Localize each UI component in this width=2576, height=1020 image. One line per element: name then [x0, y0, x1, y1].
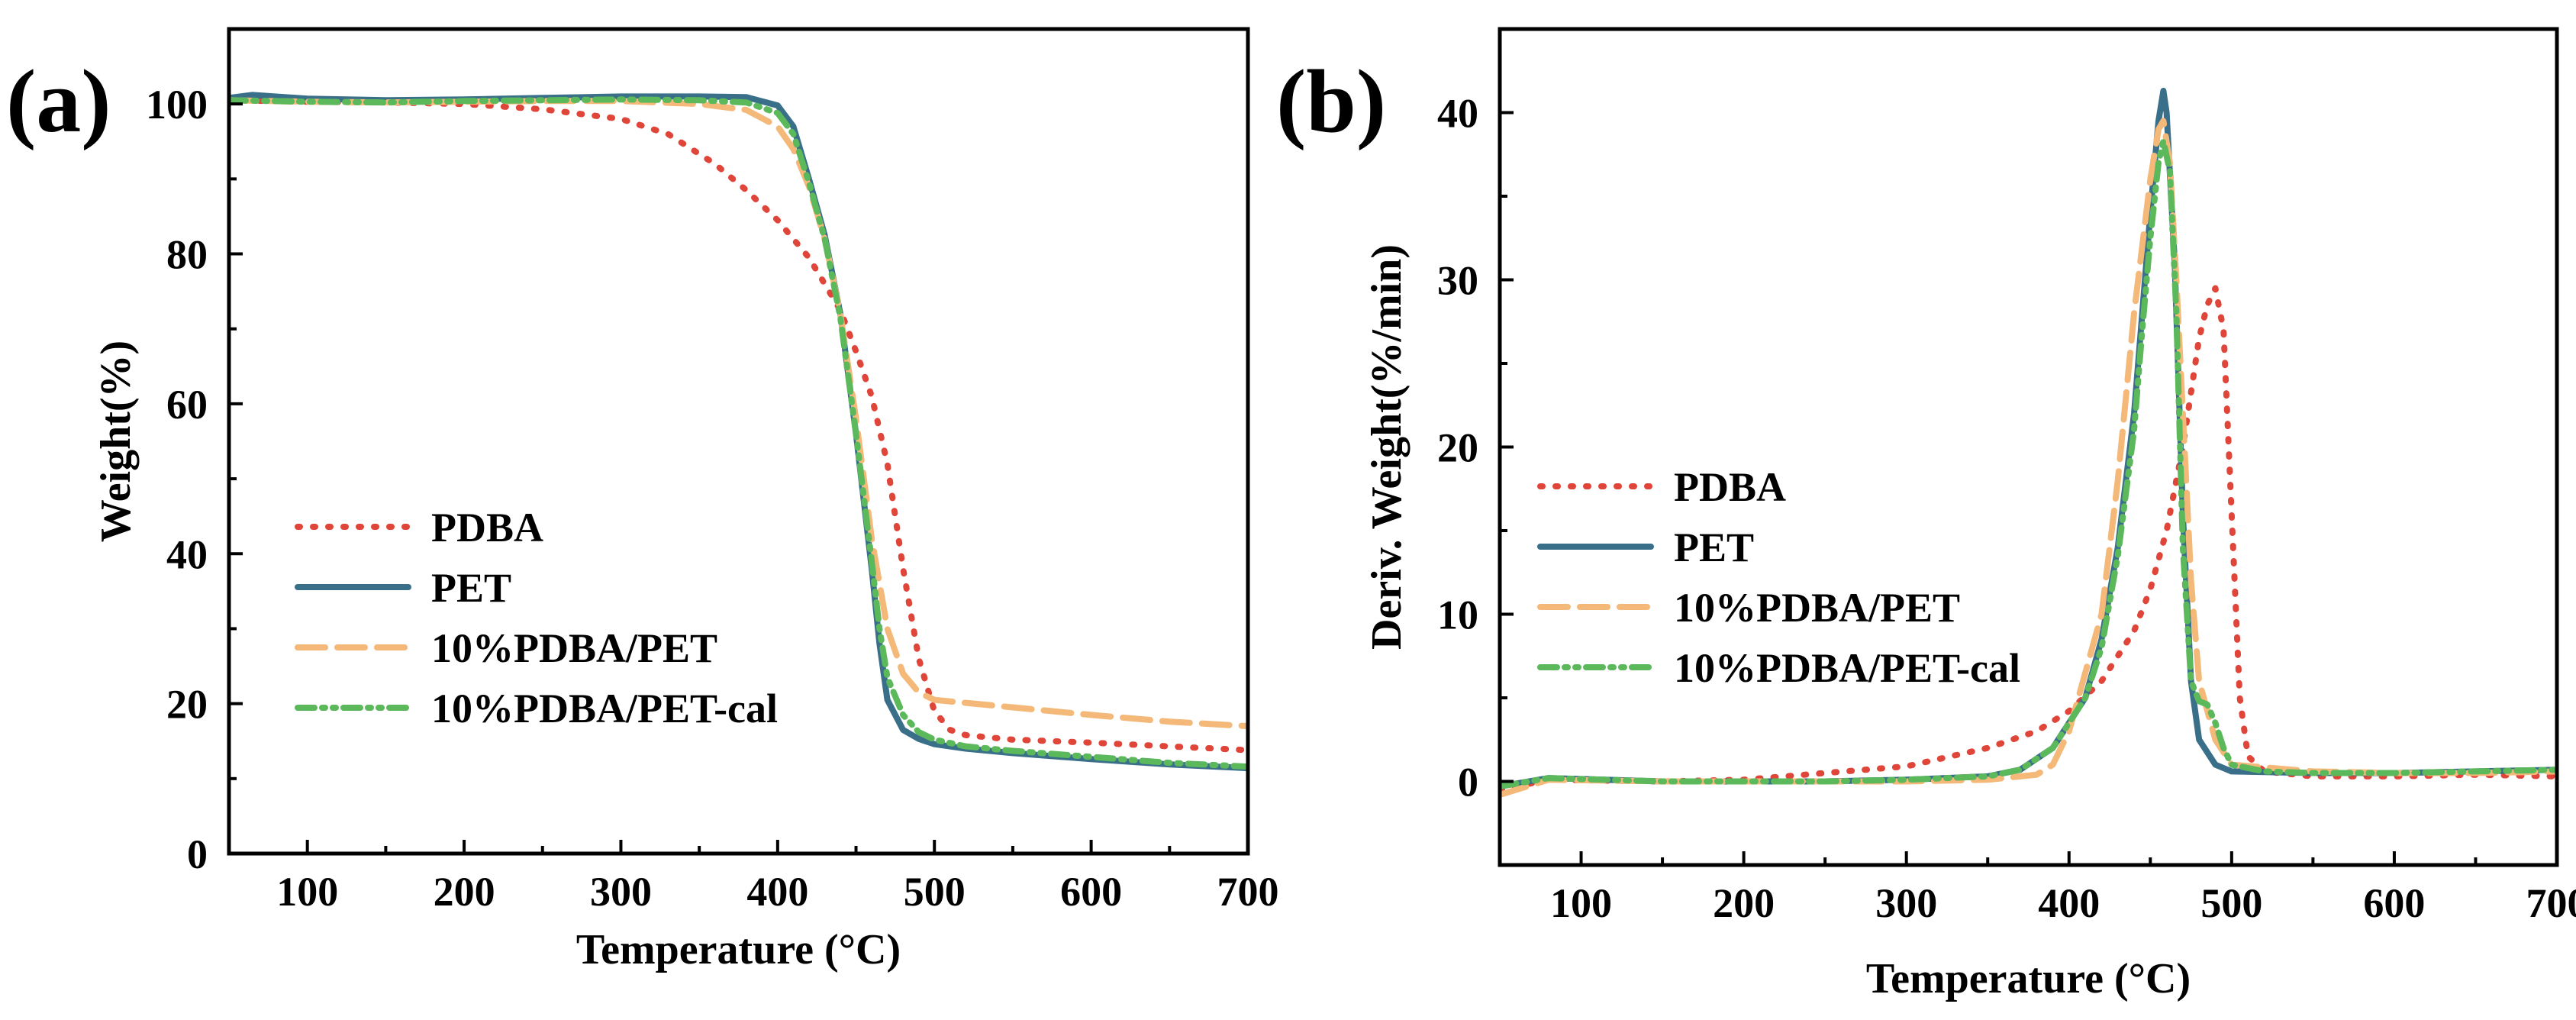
series-line-pdba — [1500, 285, 2557, 793]
y-tick-label: 40 — [1437, 91, 1478, 137]
series-group — [1500, 88, 2557, 798]
series-line-pdba — [229, 97, 1248, 754]
series-line-10-pdba-pet — [229, 97, 1248, 730]
x-tick-label: 200 — [434, 869, 495, 915]
legend: PDBA PET 10%PDBA/PET 10%PDBA/PET-cal — [295, 505, 778, 731]
x-axis-title: Temperature (°C) — [1866, 955, 2191, 1002]
x-tick-label: 700 — [1217, 869, 1279, 915]
y-axis-title: Weight(%) — [92, 341, 140, 542]
x-tick-label: 600 — [1060, 869, 1122, 915]
x-tick-label: 700 — [2526, 880, 2576, 926]
x-axis-title: Temperature (°C) — [576, 926, 901, 973]
x-tick-label: 500 — [904, 869, 966, 915]
legend-label: PDBA — [431, 505, 543, 550]
y-tick-label: 0 — [187, 831, 208, 877]
y-tick-label: 10 — [1437, 592, 1478, 638]
x-tick-label: 100 — [276, 869, 338, 915]
y-tick-label: 80 — [166, 232, 208, 278]
y-tick-label: 0 — [1458, 760, 1478, 805]
plot-frame — [1498, 27, 2559, 867]
y-tick-label: 60 — [166, 382, 208, 428]
legend-label: PET — [1674, 525, 1754, 570]
y-tick-label: 100 — [146, 82, 208, 128]
x-tick-label: 500 — [2200, 880, 2262, 926]
x-tick-label: 100 — [1550, 880, 1612, 926]
legend-label: 10%PDBA/PET-cal — [431, 686, 778, 731]
y-tick-label: 20 — [166, 682, 208, 728]
panel-letter: (b) — [1276, 51, 1386, 151]
legend: PDBA PET 10%PDBA/PET 10%PDBA/PET-cal — [1537, 464, 2020, 691]
x-tick-label: 400 — [746, 869, 808, 915]
x-tick-label: 300 — [590, 869, 652, 915]
series-line-pet — [229, 92, 1248, 772]
legend-label: 10%PDBA/PET — [431, 625, 717, 671]
y-tick-label: 30 — [1437, 258, 1478, 304]
x-tick-label: 400 — [2038, 880, 2100, 926]
panel-a: (a) 100 200 300 400 500 600 700 0 20 40 60 80 100 Temp… — [6, 27, 1279, 973]
series-group — [229, 92, 1248, 772]
series-line-10-pdba-pet-cal — [229, 96, 1248, 770]
series-line-10-pdba-pet-cal — [1500, 137, 2557, 790]
x-tick-label: 300 — [1875, 880, 1937, 926]
y-tick-label: 20 — [1437, 425, 1478, 471]
legend-label: PDBA — [1674, 464, 1786, 510]
x-tick-label: 600 — [2363, 880, 2425, 926]
x-tick-label: 200 — [1713, 880, 1775, 926]
legend-label: 10%PDBA/PET-cal — [1674, 645, 2020, 691]
panel-b: (b) 100 200 300 400 500 600 700 0 10 20 30 40 Tempera… — [1276, 27, 2576, 1002]
series-line-pet — [1500, 88, 2557, 790]
y-tick-label: 40 — [166, 531, 208, 577]
series-line-10-pdba-pet — [1500, 118, 2557, 798]
panel-letter: (a) — [6, 51, 111, 151]
legend-label: PET — [431, 565, 511, 611]
y-axis-title: Deriv. Weight(%/min) — [1363, 244, 1411, 650]
plot-frame — [227, 27, 1250, 856]
legend-label: 10%PDBA/PET — [1674, 585, 1960, 631]
